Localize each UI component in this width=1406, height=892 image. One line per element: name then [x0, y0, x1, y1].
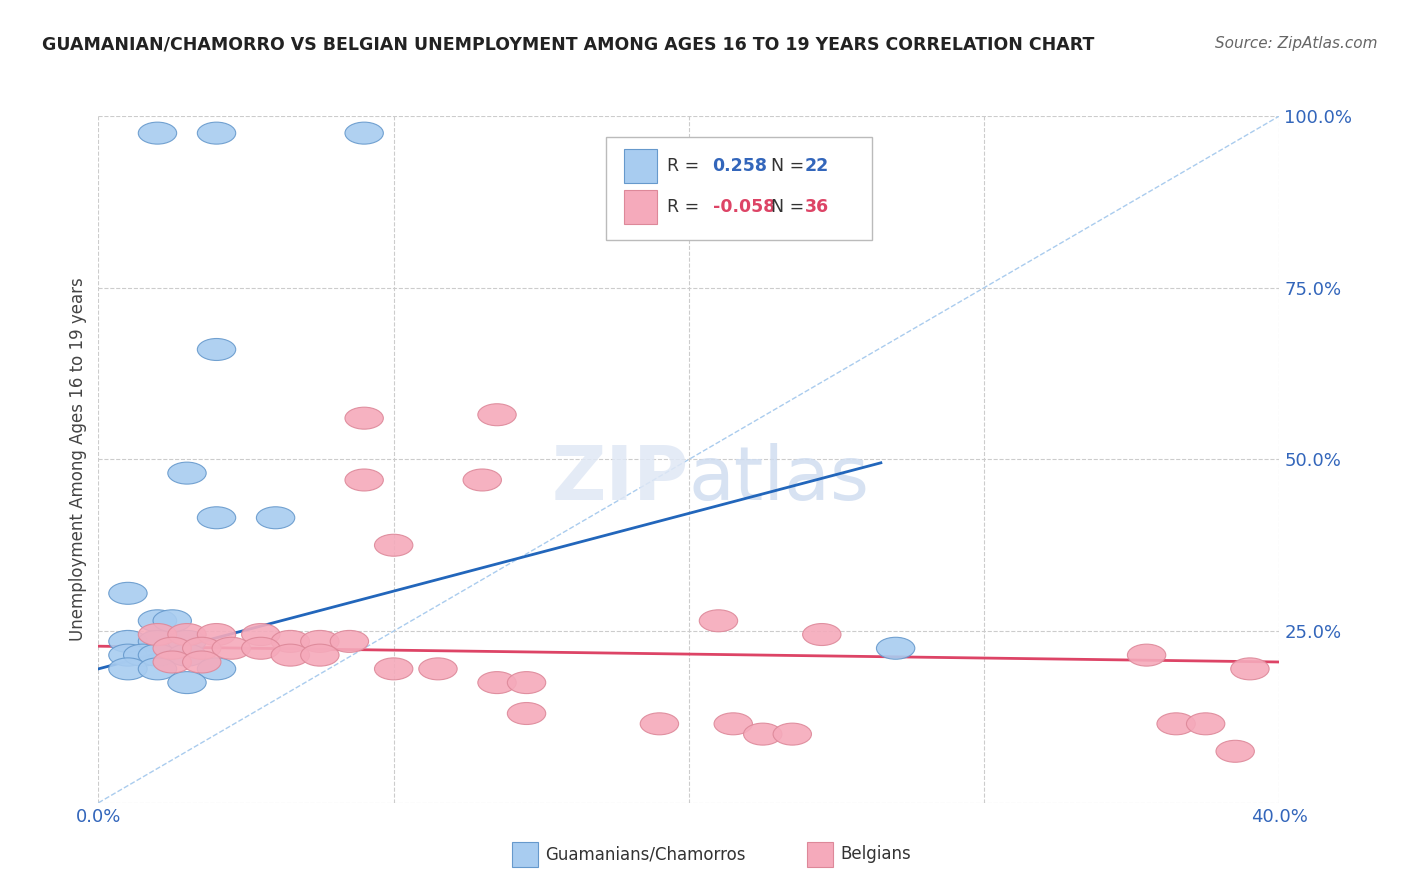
Ellipse shape	[1216, 740, 1254, 763]
Ellipse shape	[271, 631, 309, 652]
Ellipse shape	[108, 582, 148, 604]
Ellipse shape	[138, 658, 177, 680]
Ellipse shape	[167, 644, 207, 666]
Text: 36: 36	[804, 198, 828, 216]
Text: R =: R =	[666, 157, 704, 175]
Ellipse shape	[301, 631, 339, 652]
Text: 0.258: 0.258	[713, 157, 768, 175]
Ellipse shape	[1230, 658, 1270, 680]
Text: Source: ZipAtlas.com: Source: ZipAtlas.com	[1215, 36, 1378, 51]
Ellipse shape	[714, 713, 752, 735]
Text: Belgians: Belgians	[841, 846, 911, 863]
Ellipse shape	[167, 624, 207, 646]
Ellipse shape	[108, 658, 148, 680]
Y-axis label: Unemployment Among Ages 16 to 19 years: Unemployment Among Ages 16 to 19 years	[69, 277, 87, 641]
Text: N =: N =	[759, 198, 810, 216]
Ellipse shape	[138, 644, 177, 666]
Ellipse shape	[183, 637, 221, 659]
Ellipse shape	[773, 723, 811, 745]
Ellipse shape	[271, 644, 309, 666]
FancyBboxPatch shape	[606, 136, 872, 240]
Ellipse shape	[138, 122, 177, 145]
Ellipse shape	[138, 610, 177, 632]
Text: 22: 22	[804, 157, 830, 175]
Ellipse shape	[167, 672, 207, 694]
Text: Guamanians/Chamorros: Guamanians/Chamorros	[546, 846, 745, 863]
Ellipse shape	[803, 624, 841, 646]
Ellipse shape	[744, 723, 782, 745]
Ellipse shape	[640, 713, 679, 735]
Ellipse shape	[197, 122, 236, 145]
Ellipse shape	[153, 637, 191, 659]
Ellipse shape	[197, 507, 236, 529]
Ellipse shape	[344, 469, 384, 491]
Ellipse shape	[108, 631, 148, 652]
Ellipse shape	[463, 469, 502, 491]
Text: GUAMANIAN/CHAMORRO VS BELGIAN UNEMPLOYMENT AMONG AGES 16 TO 19 YEARS CORRELATION: GUAMANIAN/CHAMORRO VS BELGIAN UNEMPLOYME…	[42, 36, 1094, 54]
Ellipse shape	[183, 651, 221, 673]
Ellipse shape	[167, 631, 207, 652]
Ellipse shape	[478, 672, 516, 694]
Bar	[512, 842, 537, 867]
Text: N =: N =	[759, 157, 810, 175]
Text: R =: R =	[666, 198, 704, 216]
Ellipse shape	[301, 644, 339, 666]
Ellipse shape	[699, 610, 738, 632]
Ellipse shape	[419, 658, 457, 680]
Ellipse shape	[478, 404, 516, 425]
Ellipse shape	[1187, 713, 1225, 735]
Ellipse shape	[124, 644, 162, 666]
Text: atlas: atlas	[689, 443, 870, 516]
Ellipse shape	[256, 507, 295, 529]
Text: -0.058: -0.058	[713, 198, 775, 216]
Ellipse shape	[1128, 644, 1166, 666]
Ellipse shape	[108, 644, 148, 666]
Bar	[624, 190, 657, 225]
Ellipse shape	[344, 122, 384, 145]
Ellipse shape	[197, 658, 236, 680]
Ellipse shape	[330, 631, 368, 652]
Ellipse shape	[167, 462, 207, 484]
Ellipse shape	[374, 534, 413, 557]
Bar	[624, 149, 657, 183]
Ellipse shape	[508, 672, 546, 694]
Ellipse shape	[138, 624, 177, 646]
Ellipse shape	[508, 703, 546, 724]
Ellipse shape	[876, 637, 915, 659]
Ellipse shape	[374, 658, 413, 680]
Ellipse shape	[138, 631, 177, 652]
Bar	[807, 842, 832, 867]
Text: ZIP: ZIP	[551, 443, 689, 516]
Ellipse shape	[197, 338, 236, 360]
Ellipse shape	[1157, 713, 1195, 735]
Ellipse shape	[242, 624, 280, 646]
Ellipse shape	[242, 637, 280, 659]
Ellipse shape	[153, 651, 191, 673]
Ellipse shape	[153, 610, 191, 632]
Ellipse shape	[344, 407, 384, 429]
Ellipse shape	[197, 624, 236, 646]
Ellipse shape	[212, 637, 250, 659]
